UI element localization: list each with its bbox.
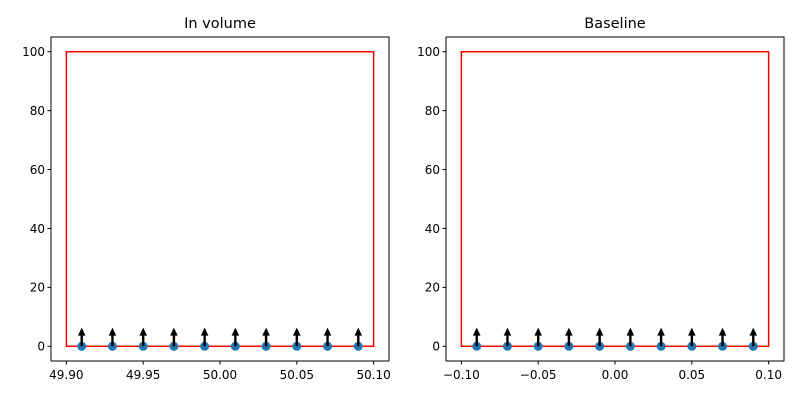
- y-tick-label: 100: [417, 45, 440, 59]
- arrow: [139, 327, 147, 347]
- arrow: [657, 327, 665, 347]
- y-tick-label: 80: [425, 104, 440, 118]
- arrow: [503, 327, 512, 347]
- arrow: [534, 327, 542, 347]
- y-tick-label: 80: [30, 104, 45, 118]
- y-tick-label: 40: [30, 222, 45, 236]
- axes-frame: [445, 36, 785, 362]
- arrow: [688, 327, 696, 347]
- arrow: [718, 327, 727, 347]
- y-tick-label: 60: [30, 163, 45, 177]
- y-tick-label: 60: [425, 163, 440, 177]
- x-tick-label: 0.00: [602, 368, 629, 382]
- y-tick-label: 0: [37, 340, 45, 354]
- arrow: [293, 327, 301, 347]
- arrow: [565, 327, 573, 347]
- outline-rectangle: [65, 50, 375, 348]
- y-tick-label: 20: [425, 281, 440, 295]
- y-tick-label: 20: [30, 281, 45, 295]
- subplot-title: In volume: [184, 16, 256, 32]
- subplot-title: Baseline: [584, 16, 646, 32]
- arrow: [108, 327, 117, 347]
- y-tick-label: 0: [432, 340, 440, 354]
- arrow: [323, 327, 332, 347]
- x-tick-label: 0.10: [755, 368, 782, 382]
- arrow: [472, 327, 481, 347]
- arrow: [262, 327, 270, 347]
- arrow: [231, 327, 240, 347]
- x-tick-label: −0.10: [443, 368, 480, 382]
- arrow: [77, 327, 86, 347]
- subplot-1: In volume 0 20 40 60 80 100 49.90 49.95 50.00 50.0…: [22, 16, 391, 382]
- outline-rectangle: [460, 50, 770, 348]
- arrow: [170, 327, 178, 347]
- y-tick-label: 40: [425, 222, 440, 236]
- axes-frame: [50, 36, 390, 362]
- arrow: [749, 327, 758, 347]
- x-tick-label: −0.05: [520, 368, 557, 382]
- x-tick-label: 0.05: [678, 368, 705, 382]
- x-tick-label: 50.00: [203, 368, 237, 382]
- arrow: [595, 327, 604, 347]
- subplot-2: Baseline 0 20 40 60 80 100 −0.10 −0.05 0.00 0.05 0.…: [417, 16, 785, 382]
- x-tick-label: 50.10: [356, 368, 390, 382]
- arrow: [200, 327, 209, 347]
- arrow: [626, 327, 635, 347]
- x-tick-label: 50.05: [280, 368, 314, 382]
- y-tick-label: 100: [22, 45, 45, 59]
- x-tick-label: 49.95: [126, 368, 160, 382]
- x-tick-label: 49.90: [49, 368, 83, 382]
- arrow: [354, 327, 363, 347]
